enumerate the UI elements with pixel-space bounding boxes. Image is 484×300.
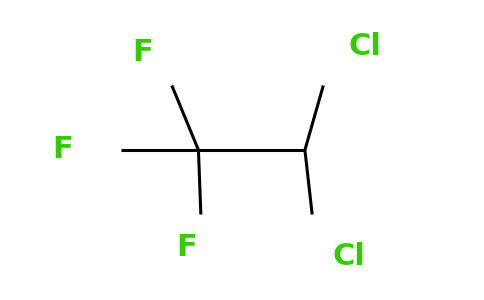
Text: Cl: Cl <box>349 32 382 61</box>
Text: F: F <box>133 38 153 67</box>
Text: Cl: Cl <box>332 242 365 271</box>
Text: F: F <box>176 233 197 262</box>
Text: F: F <box>53 136 73 164</box>
